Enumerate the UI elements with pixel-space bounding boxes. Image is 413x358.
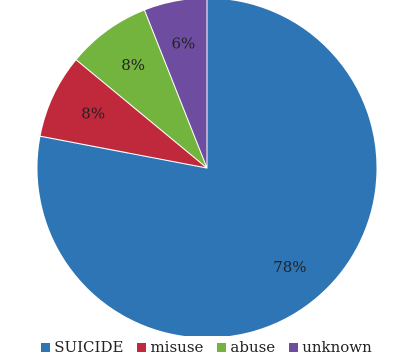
pie-slice-unknown xyxy=(143,0,208,169)
pie-label-suicide: 78% xyxy=(273,258,306,276)
legend-item-abuse: abuse xyxy=(217,338,275,356)
legend-swatch xyxy=(289,342,299,352)
legend-item-suicide: SUICIDE xyxy=(41,338,123,356)
legend: SUICIDE misuse abuse unknown xyxy=(0,336,413,358)
legend-label: SUICIDE xyxy=(54,338,124,356)
pie-label-abuse: 8% xyxy=(121,56,145,74)
legend-swatch xyxy=(41,342,51,352)
pie-label-unknown: 6% xyxy=(172,34,196,52)
legend-label: misuse xyxy=(150,338,204,356)
legend-swatch xyxy=(137,342,147,352)
legend-swatch xyxy=(217,342,227,352)
pie-label-misuse: 8% xyxy=(81,104,105,122)
legend-item-unknown: unknown xyxy=(289,338,372,356)
pie-chart: 78% 8% 8% 6% xyxy=(36,0,378,336)
legend-item-misuse: misuse xyxy=(137,338,203,356)
legend-label: abuse xyxy=(230,338,276,356)
legend-label: unknown xyxy=(302,338,372,356)
